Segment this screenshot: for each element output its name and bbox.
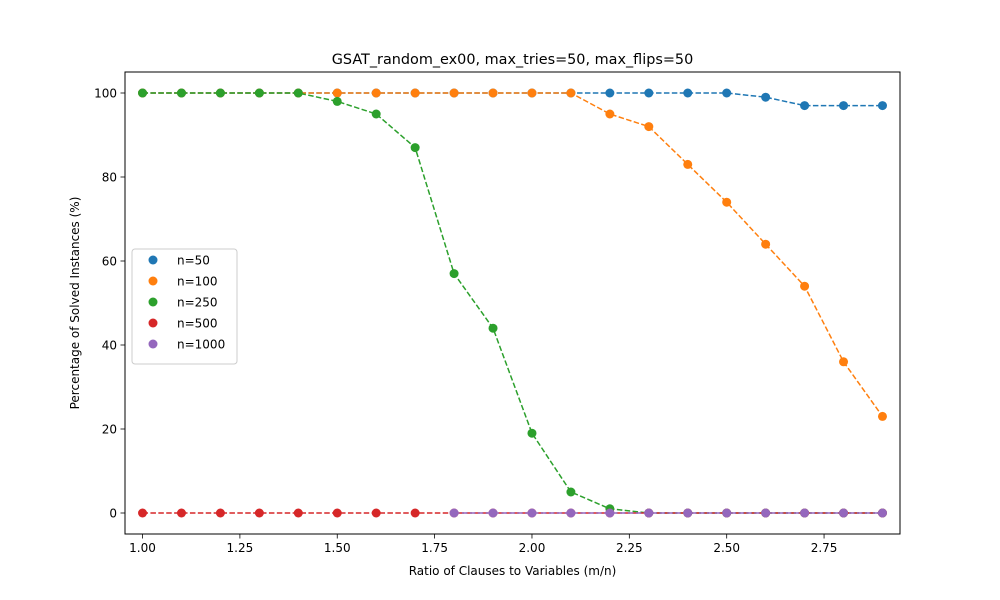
data-point xyxy=(839,508,849,518)
legend-label: n=500 xyxy=(177,317,218,331)
data-point xyxy=(605,88,615,98)
x-tick-label: 1.50 xyxy=(324,541,351,555)
x-tick-label: 2.50 xyxy=(713,541,740,555)
chart-title: GSAT_random_ex00, max_tries=50, max_flip… xyxy=(332,52,693,68)
data-point xyxy=(371,109,381,119)
data-point xyxy=(722,88,732,98)
data-point xyxy=(293,88,303,98)
data-point xyxy=(410,143,420,153)
data-point xyxy=(877,508,887,518)
data-point xyxy=(877,101,887,111)
x-axis-label: Ratio of Clauses to Variables (m/n) xyxy=(409,564,617,578)
legend-label: n=250 xyxy=(177,296,218,310)
legend-marker xyxy=(148,255,158,265)
y-tick-label: 40 xyxy=(102,339,117,353)
data-point xyxy=(566,487,576,497)
plot-frame xyxy=(124,71,901,535)
data-point xyxy=(761,92,771,102)
data-point xyxy=(215,508,225,518)
data-point xyxy=(488,323,498,333)
data-point xyxy=(800,508,810,518)
data-point xyxy=(410,508,420,518)
axis-ticks: 1.00 1.25 1.50 1.75 2.00 2.25 2.50 2.75 0 20 40 60 8… xyxy=(94,87,837,556)
data-point xyxy=(644,88,654,98)
series-n-1000 xyxy=(449,508,887,518)
plot-area xyxy=(138,88,887,518)
data-point xyxy=(176,508,186,518)
legend-marker xyxy=(148,318,158,328)
legend-label: n=100 xyxy=(177,275,218,289)
data-point xyxy=(761,239,771,249)
data-point xyxy=(254,508,264,518)
data-point xyxy=(410,88,420,98)
data-point xyxy=(683,508,693,518)
data-point xyxy=(138,88,148,98)
data-point xyxy=(332,508,342,518)
data-point xyxy=(566,508,576,518)
data-point xyxy=(449,269,459,279)
data-point xyxy=(722,197,732,207)
y-tick-label: 80 xyxy=(102,171,117,185)
data-point xyxy=(800,101,810,111)
data-point xyxy=(877,411,887,421)
data-point xyxy=(722,508,732,518)
data-point xyxy=(254,88,264,98)
data-point xyxy=(683,88,693,98)
data-point xyxy=(293,508,303,518)
data-point xyxy=(605,109,615,119)
legend-marker xyxy=(148,297,158,307)
data-point xyxy=(332,96,342,106)
legend-label: n=50 xyxy=(177,254,210,268)
x-tick-label: 2.75 xyxy=(811,541,838,555)
legend-label: n=1000 xyxy=(177,338,225,352)
data-point xyxy=(371,88,381,98)
y-tick-label: 0 xyxy=(109,507,117,521)
data-point xyxy=(332,88,342,98)
legend-marker xyxy=(148,339,158,349)
data-point xyxy=(215,88,225,98)
y-tick-label: 100 xyxy=(94,87,117,101)
data-point xyxy=(566,88,576,98)
x-tick-label: 2.25 xyxy=(616,541,643,555)
x-tick-label: 1.75 xyxy=(421,541,448,555)
data-point xyxy=(527,88,537,98)
y-axis-label: Percentage of Solved Instances (%) xyxy=(68,197,82,410)
data-point xyxy=(449,88,459,98)
x-tick-label: 1.25 xyxy=(227,541,254,555)
data-point xyxy=(449,508,459,518)
data-point xyxy=(527,428,537,438)
legend-box xyxy=(131,248,238,365)
data-point xyxy=(644,122,654,132)
data-point xyxy=(683,159,693,169)
y-tick-label: 60 xyxy=(102,255,117,269)
data-point xyxy=(644,508,654,518)
data-point xyxy=(800,281,810,291)
data-point xyxy=(488,88,498,98)
data-point xyxy=(371,508,381,518)
data-point xyxy=(605,508,615,518)
data-point xyxy=(761,508,771,518)
legend: n=50 n=100 n=250 n=500 n=1000 xyxy=(131,248,238,365)
y-tick-label: 20 xyxy=(102,423,117,437)
data-point xyxy=(488,508,498,518)
data-point xyxy=(176,88,186,98)
x-tick-label: 2.00 xyxy=(519,541,546,555)
x-tick-label: 1.00 xyxy=(129,541,156,555)
legend-marker xyxy=(148,276,158,286)
data-point xyxy=(527,508,537,518)
data-point xyxy=(839,357,849,367)
data-point xyxy=(839,101,849,111)
data-point xyxy=(138,508,148,518)
